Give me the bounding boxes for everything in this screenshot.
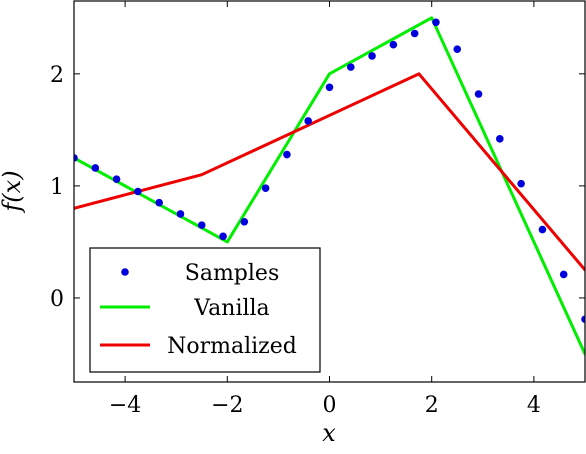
x-tick-label: −2 [211, 393, 243, 418]
legend-label-normalized: Normalized [167, 334, 297, 359]
legend-label-samples: Samples [185, 261, 279, 286]
series-line-vanilla [74, 16, 585, 356]
sample-point [453, 45, 462, 53]
sample-point [410, 29, 419, 38]
x-tick-label: 0 [323, 393, 337, 418]
x-axis-label: x [322, 419, 336, 447]
sample-point [176, 210, 185, 218]
sample-point [74, 154, 78, 162]
legend-box [89, 247, 321, 373]
legend-swatch-samples [121, 268, 129, 276]
sample-point [134, 187, 142, 196]
sample-point [261, 184, 270, 192]
sample-point [517, 179, 525, 188]
x-tick-label: 2 [425, 393, 439, 418]
sample-point [91, 164, 100, 172]
ticks-layer: −4 −2 0 2 4 0 1 2 [50, 1, 585, 418]
series-line-normalized [74, 72, 585, 272]
y-axis-label: f(x) [0, 170, 26, 213]
y-tick-label: 1 [50, 175, 64, 200]
sample-point [581, 315, 585, 324]
sample-point [304, 117, 312, 125]
x-tick-label: 4 [527, 393, 541, 418]
sample-point [283, 150, 291, 159]
sample-point [112, 175, 121, 183]
x-tick-label: −4 [109, 393, 141, 418]
sample-point [347, 63, 355, 71]
sample-point [368, 52, 376, 60]
sample-point [538, 225, 547, 234]
sample-point [197, 221, 206, 229]
sample-point [240, 217, 249, 226]
marks-layer [74, 16, 585, 356]
sample-point [325, 83, 334, 92]
sample-point [432, 18, 440, 27]
legend: Samples Vanilla Normalized [89, 247, 321, 373]
sample-point [219, 232, 227, 241]
legend-label-vanilla: Vanilla [193, 296, 269, 321]
sample-point [474, 90, 483, 98]
sample-point [155, 198, 163, 207]
sample-point [389, 40, 398, 49]
y-tick-label: 2 [50, 63, 64, 88]
y-tick-label: 0 [50, 287, 64, 312]
sample-point [559, 270, 568, 279]
sample-point [496, 135, 504, 143]
